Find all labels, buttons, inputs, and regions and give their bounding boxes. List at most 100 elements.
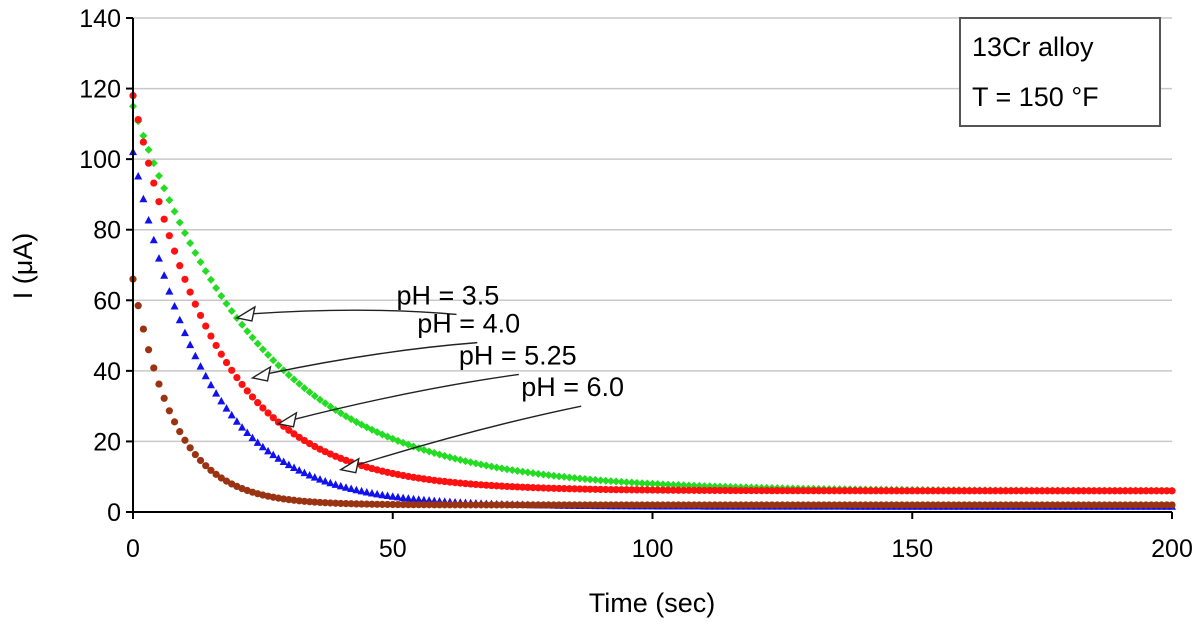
- data-point: [134, 302, 142, 310]
- data-point: [565, 473, 574, 482]
- data-point: [149, 235, 158, 244]
- data-point: [181, 275, 189, 283]
- data-point: [622, 478, 631, 487]
- data-point: [1038, 487, 1046, 495]
- data-point: [835, 487, 844, 495]
- data-point: [851, 487, 859, 495]
- data-point: [212, 284, 221, 293]
- data-point: [1080, 501, 1088, 509]
- callout-arrowhead: [338, 457, 360, 474]
- data-point: [207, 332, 215, 340]
- data-point: [212, 470, 220, 478]
- data-point: [653, 480, 662, 489]
- data-point: [347, 500, 355, 508]
- data-point: [191, 300, 199, 308]
- data-point: [945, 487, 953, 495]
- data-point: [545, 501, 553, 509]
- data-point: [773, 501, 781, 509]
- data-point: [477, 481, 485, 489]
- data-point: [180, 229, 189, 238]
- data-point: [1132, 487, 1140, 495]
- data-point: [612, 501, 620, 509]
- data-point: [191, 248, 200, 257]
- data-point: [565, 501, 573, 509]
- data-point: [264, 409, 272, 417]
- data-point: [747, 501, 755, 509]
- data-point: [144, 145, 153, 154]
- data-point: [253, 438, 262, 446]
- data-point: [882, 501, 890, 509]
- data-point: [716, 501, 724, 509]
- data-point: [477, 501, 485, 509]
- data-point: [632, 478, 641, 487]
- data-point: [326, 478, 335, 487]
- data-point: [378, 490, 387, 499]
- data-point: [612, 477, 621, 486]
- data-point: [550, 484, 558, 492]
- data-point: [243, 327, 252, 336]
- data-point: [898, 487, 906, 495]
- data-point: [1152, 487, 1161, 495]
- data-point: [529, 484, 537, 492]
- data-point: [924, 501, 932, 509]
- data-point: [306, 498, 314, 506]
- data-point: [196, 456, 205, 465]
- data-point: [1121, 501, 1129, 509]
- data-point: [451, 501, 459, 509]
- data-point: [191, 351, 200, 360]
- y-tick-label: 60: [93, 287, 121, 315]
- data-point: [804, 487, 812, 495]
- data-point: [825, 501, 833, 509]
- data-point: [628, 501, 636, 509]
- data-point: [960, 487, 968, 495]
- data-point: [332, 499, 340, 507]
- data-point: [716, 486, 724, 495]
- data-point: [1168, 487, 1176, 495]
- data-point: [513, 483, 522, 491]
- data-point: [877, 501, 885, 509]
- data-point: [357, 486, 366, 495]
- data-point: [893, 487, 901, 495]
- series-label-1: pH = 3.5: [397, 280, 500, 310]
- data-point: [887, 487, 896, 495]
- data-point: [165, 196, 174, 205]
- data-point: [363, 500, 371, 508]
- data-point: [331, 480, 340, 488]
- data-point: [950, 487, 958, 495]
- data-point: [529, 469, 538, 478]
- data-point: [867, 501, 875, 509]
- data-point: [352, 500, 360, 508]
- data-point: [783, 487, 792, 495]
- data-point: [664, 480, 673, 489]
- data-point: [383, 500, 392, 509]
- data-point: [524, 501, 532, 509]
- data-point: [154, 254, 163, 262]
- data-point: [378, 500, 386, 508]
- data-point: [186, 340, 195, 349]
- data-point: [581, 501, 589, 509]
- data-point: [1012, 501, 1020, 509]
- data-point: [981, 501, 989, 509]
- data-point: [243, 428, 252, 437]
- data-point: [1116, 487, 1124, 495]
- data-point: [336, 409, 345, 418]
- data-point: [264, 446, 273, 455]
- data-point: [1100, 501, 1109, 509]
- data-point: [170, 247, 179, 255]
- data-point: [274, 361, 283, 370]
- data-point: [622, 486, 631, 494]
- data-point: [472, 501, 480, 509]
- data-point: [633, 501, 641, 509]
- data-point: [757, 501, 766, 509]
- data-point: [825, 487, 833, 495]
- data-point: [1048, 487, 1057, 495]
- data-point: [576, 501, 584, 509]
- data-point: [996, 487, 1005, 495]
- data-point: [1012, 487, 1020, 495]
- callout-arrowhead: [250, 365, 272, 382]
- data-point: [487, 501, 496, 509]
- data-point: [576, 485, 584, 493]
- data-point: [342, 500, 350, 508]
- data-point: [742, 501, 750, 509]
